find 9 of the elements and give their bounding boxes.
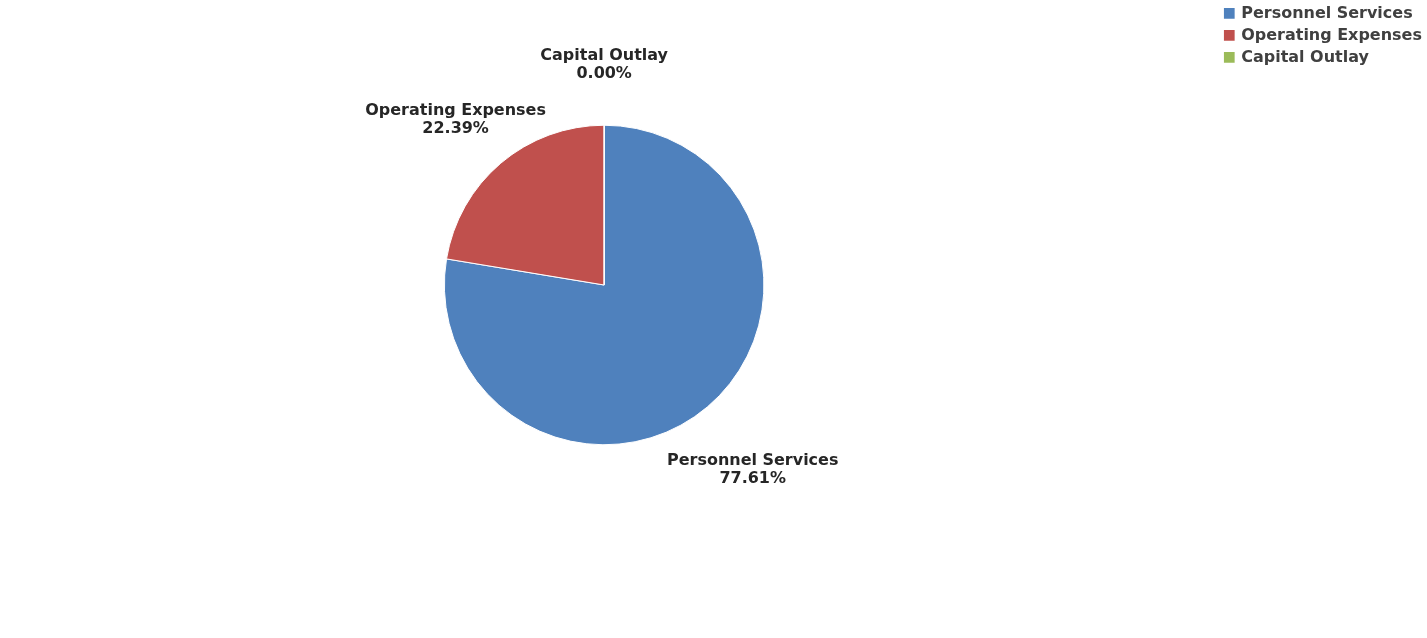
text: 0.00%: [576, 63, 632, 83]
legend-label: Capital Outlay: [1241, 47, 1370, 67]
category-label: Capital Outlay: [540, 45, 668, 65]
slice-label: Personnel Services: [667, 450, 839, 470]
data-label: 22.39%: [422, 117, 489, 137]
data-label: 77.61%: [719, 468, 786, 488]
legend-label: Personnel Services: [1241, 3, 1413, 23]
legend-label: Operating Expenses: [1241, 25, 1422, 45]
slice-label: Operating Expenses: [365, 99, 546, 119]
